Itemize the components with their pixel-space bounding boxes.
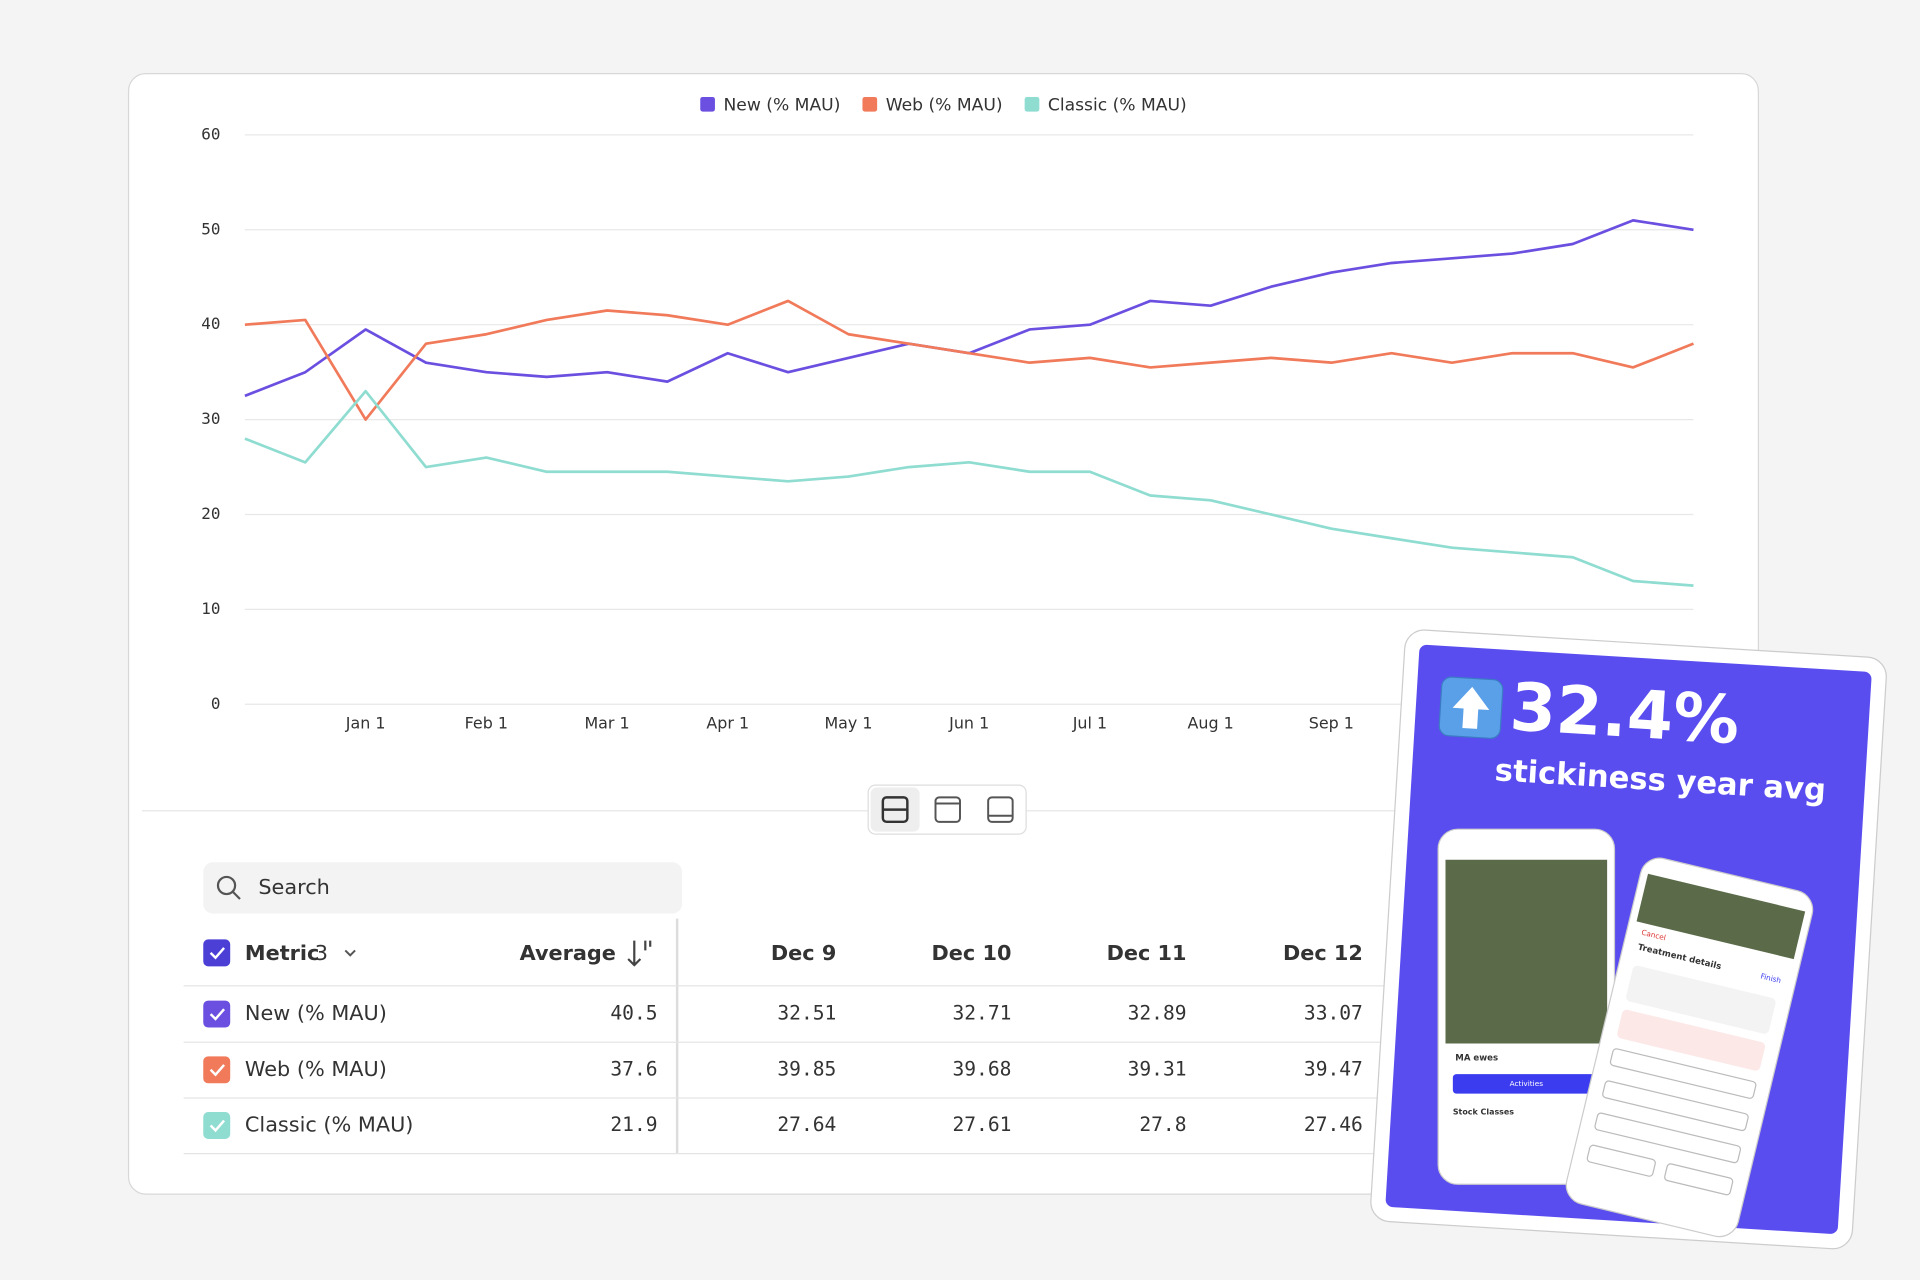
legend-swatch bbox=[1024, 96, 1040, 112]
x-tick-label: Jul 1 bbox=[1072, 713, 1107, 732]
cell-value: 39.31 bbox=[1128, 1057, 1187, 1080]
phone-field bbox=[1617, 1009, 1766, 1071]
cell-value: 32.51 bbox=[777, 1002, 836, 1025]
header-metric: Metric bbox=[245, 941, 319, 965]
cell-value: 27.8 bbox=[1139, 1113, 1186, 1136]
row-name: New (% MAU) bbox=[245, 1001, 387, 1025]
x-tick-label: May 1 bbox=[824, 713, 872, 732]
phone-map bbox=[1636, 873, 1806, 960]
y-tick-label: 40 bbox=[201, 314, 220, 333]
x-tick-label: Sep 1 bbox=[1309, 713, 1354, 732]
legend: New (% MAU) Web (% MAU) Classic (% MAU) bbox=[700, 96, 1187, 116]
headline: 32.4% bbox=[1508, 668, 1742, 759]
legend-swatch bbox=[700, 96, 715, 112]
view-toggle bbox=[867, 784, 1027, 835]
chevron[interactable] bbox=[344, 949, 356, 957]
phone-button bbox=[1452, 1074, 1600, 1094]
cell-value: 33.07 bbox=[1304, 1002, 1363, 1025]
phone-field bbox=[1626, 965, 1776, 1034]
header-average: Average bbox=[520, 941, 616, 965]
y-tick-label: 10 bbox=[201, 599, 220, 618]
row-name: Classic (% MAU) bbox=[245, 1113, 414, 1137]
row-average: 37.6 bbox=[610, 1057, 657, 1080]
header-count: 3 bbox=[315, 941, 328, 965]
checkmark bbox=[209, 1119, 226, 1133]
series-line bbox=[244, 389, 1694, 587]
cell-value: 39.85 bbox=[777, 1057, 836, 1080]
checkbox[interactable] bbox=[203, 1000, 231, 1028]
phone: MA ewes Activities Stock Classes bbox=[1437, 828, 1616, 1185]
arrow-icon bbox=[1452, 686, 1490, 729]
cell-value: 27.64 bbox=[777, 1113, 836, 1136]
header-date: Dec 11 bbox=[1107, 941, 1187, 965]
phone-text: Stock Classes bbox=[1453, 1108, 1514, 1117]
cell-value: 39.68 bbox=[952, 1057, 1011, 1080]
phone-field bbox=[1609, 1048, 1757, 1099]
chart: 0 10 20 30 40 50 60 Jan 1 Feb 1 Mar 1 Apr 1 May 1 Ju… bbox=[201, 96, 1694, 732]
x-tick-label: Feb 1 bbox=[465, 713, 508, 732]
phone-text: MA ewes bbox=[1455, 1054, 1498, 1064]
x-tick-label: Jun 1 bbox=[948, 713, 989, 732]
phone-map bbox=[1445, 859, 1608, 1044]
y-tick-label: 60 bbox=[201, 124, 220, 143]
checkbox[interactable] bbox=[203, 939, 231, 967]
x-tick-label: Apr 1 bbox=[706, 713, 749, 732]
phone-field bbox=[1586, 1144, 1656, 1177]
x-tick-label: Mar 1 bbox=[584, 713, 629, 732]
toggle-icon[interactable] bbox=[934, 796, 961, 823]
cell-value: 27.61 bbox=[952, 1113, 1011, 1136]
checkbox[interactable] bbox=[203, 1112, 231, 1139]
cell-value: 27.46 bbox=[1304, 1113, 1363, 1136]
sort-icon[interactable] bbox=[627, 940, 652, 967]
checkmark bbox=[209, 1064, 226, 1077]
phone-text: Activities bbox=[1510, 1079, 1544, 1088]
checkbox[interactable] bbox=[203, 1056, 231, 1084]
header-date: Dec 10 bbox=[932, 941, 1012, 965]
promo-card: 32.4% stickiness year avg MA ewes Activi… bbox=[1370, 629, 1887, 1250]
series-line bbox=[244, 299, 1694, 421]
cell-value: 39.47 bbox=[1304, 1057, 1363, 1080]
legend-label: Web (% MAU) bbox=[886, 96, 1003, 116]
checkmark bbox=[209, 947, 226, 960]
y-tick-label: 0 bbox=[211, 694, 221, 713]
toggle-icon[interactable] bbox=[987, 796, 1014, 823]
search-icon bbox=[231, 890, 241, 900]
y-tick-label: 50 bbox=[201, 219, 220, 238]
panel bbox=[127, 73, 1759, 1195]
row-average: 40.5 bbox=[610, 1002, 657, 1025]
cell-value: 32.89 bbox=[1128, 1002, 1187, 1025]
cell-value: 32.71 bbox=[952, 1002, 1011, 1025]
x-tick-label: Jan 1 bbox=[345, 713, 386, 732]
legend-label: New (% MAU) bbox=[724, 96, 841, 116]
legend-label: Classic (% MAU) bbox=[1048, 96, 1187, 116]
x-tick-label: Aug 1 bbox=[1187, 713, 1233, 732]
row-name: Web (% MAU) bbox=[245, 1057, 387, 1081]
search-icon bbox=[216, 875, 237, 896]
search-box[interactable] bbox=[203, 862, 683, 914]
phone-field bbox=[1664, 1163, 1734, 1196]
row-average: 21.9 bbox=[610, 1113, 657, 1136]
y-tick-label: 30 bbox=[201, 409, 220, 428]
header-date: Dec 12 bbox=[1283, 941, 1363, 965]
header-date: Dec 9 bbox=[771, 941, 836, 965]
legend-swatch bbox=[862, 96, 878, 112]
phone-field bbox=[1602, 1080, 1749, 1132]
phone: Cancel Treatment details Finish bbox=[1565, 857, 1814, 1238]
checkmark bbox=[209, 1008, 226, 1021]
y-tick-label: 20 bbox=[201, 504, 220, 523]
search: Search bbox=[203, 862, 683, 914]
search-placeholder: Search bbox=[258, 875, 329, 899]
phone-field bbox=[1594, 1112, 1742, 1164]
